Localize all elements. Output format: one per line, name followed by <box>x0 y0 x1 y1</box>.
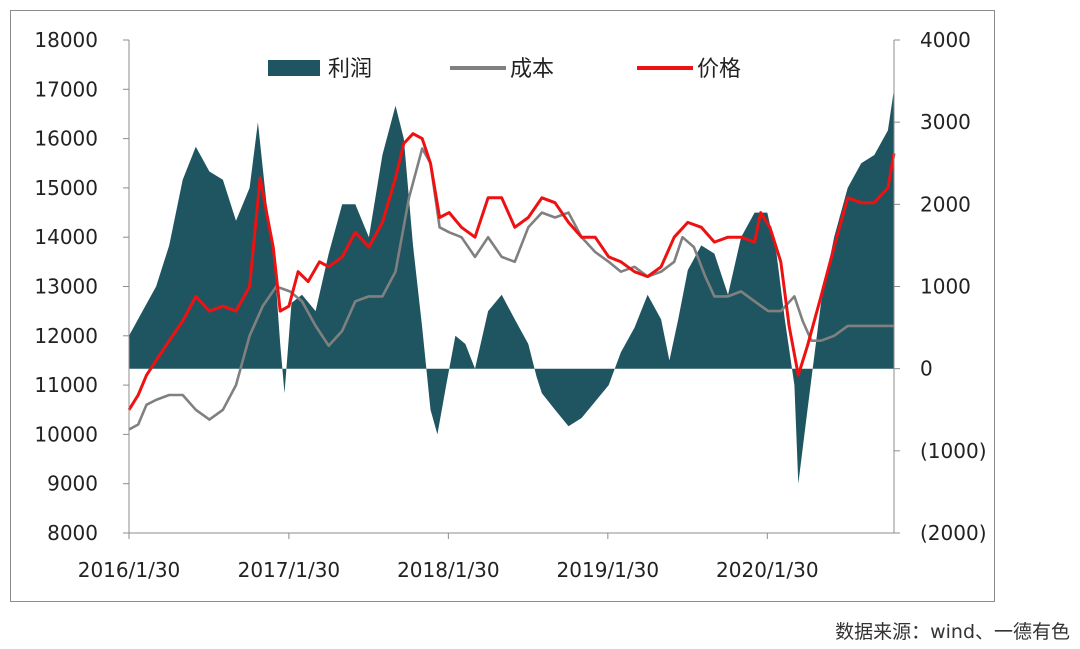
x-tick-label: 2017/1/30 <box>238 558 341 582</box>
y-right-tick-label: 1000 <box>920 275 971 299</box>
y-left-tick-label: 10000 <box>34 422 98 446</box>
legend-label: 成本 <box>510 57 554 82</box>
y-right-tick-label: 3000 <box>920 110 971 134</box>
y-left-tick-label: 16000 <box>34 127 98 151</box>
y-left-tick-label: 9000 <box>47 472 98 496</box>
y-left-tick-label: 13000 <box>34 275 98 299</box>
series-price-line <box>127 132 896 411</box>
chart-frame <box>10 10 995 602</box>
y-right-tick-label: (1000) <box>920 439 987 463</box>
y-right-tick-label: (2000) <box>920 521 987 545</box>
x-tick-label: 2018/1/30 <box>397 558 500 582</box>
y-right-tick-label: 4000 <box>920 28 971 52</box>
y-left-tick-label: 11000 <box>34 373 98 397</box>
x-tick-label: 2020/1/30 <box>716 558 819 582</box>
y-left-tick-label: 14000 <box>34 225 98 249</box>
y-left-tick-label: 15000 <box>34 176 98 200</box>
legend-label: 价格 <box>697 57 741 82</box>
y-right-tick-label: 0 <box>920 357 933 381</box>
series-cost-line <box>128 147 894 431</box>
y-left-tick-label: 18000 <box>34 28 98 52</box>
y-left-tick-label: 8000 <box>47 521 98 545</box>
x-tick-label: 2019/1/30 <box>557 558 660 582</box>
source-note: 数据来源：wind、一德有色 <box>835 621 1070 643</box>
legend-label: 利润 <box>328 57 372 82</box>
y-left-tick-label: 17000 <box>34 77 98 101</box>
y-left-tick-label: 12000 <box>34 324 98 348</box>
series-profit-area <box>129 89 894 484</box>
legend-swatch-profit <box>268 60 320 76</box>
x-tick-label: 2016/1/30 <box>78 558 181 582</box>
y-right-tick-label: 2000 <box>920 192 971 216</box>
